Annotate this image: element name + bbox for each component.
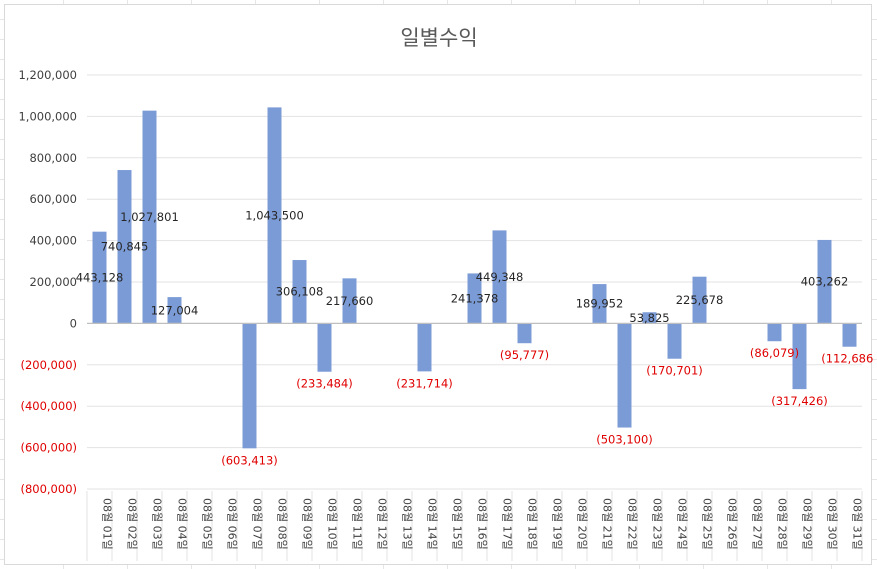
data-label: 403,262 <box>801 275 849 289</box>
bar <box>467 273 482 324</box>
x-tick-label: 08월 26일 <box>726 498 740 550</box>
chart-title: 일별수익 <box>400 26 477 50</box>
x-tick-label: 08월 31일 <box>851 498 865 550</box>
data-label: (603,413) <box>221 453 278 467</box>
x-tick-label: 08월 15일 <box>451 498 465 550</box>
bar <box>692 276 707 324</box>
x-tick-label: 08월 05일 <box>201 498 215 550</box>
bars <box>92 107 857 449</box>
data-label: 449,348 <box>476 270 524 284</box>
x-tick-label: 08월 10일 <box>326 498 340 550</box>
x-tick-label: 08월 02일 <box>126 498 140 550</box>
x-tick-label: 08월 18일 <box>526 498 540 550</box>
y-tick-label: 0 <box>70 316 77 330</box>
y-tick-label: (600,000) <box>20 441 77 455</box>
data-label: (95,777) <box>500 348 549 362</box>
bar-chart: 일별수익 1,200,000 1,000,000 800,000 600,000 400… <box>18 26 873 561</box>
x-tick-label: 08월 04일 <box>176 498 190 550</box>
x-tick-label: 08월 17일 <box>501 498 515 550</box>
x-tick-label: 08월 01일 <box>101 498 115 550</box>
data-label: 443,128 <box>76 271 124 285</box>
bar <box>92 231 107 324</box>
x-tick-label: 08월 24일 <box>676 498 690 550</box>
bar <box>292 260 307 324</box>
y-tick-label: 200,000 <box>29 275 77 289</box>
y-axis-labels: 1,200,000 1,000,000 800,000 600,000 400,000 2… <box>18 68 77 496</box>
bar <box>242 323 257 449</box>
bar <box>267 107 282 324</box>
bar <box>142 110 157 324</box>
bar <box>342 278 357 324</box>
x-tick-label: 08월 07일 <box>251 498 265 550</box>
data-label: (112,686) <box>821 352 873 366</box>
data-label: 241,378 <box>451 291 499 305</box>
bar <box>492 230 507 324</box>
bar <box>792 323 807 390</box>
data-label: (233,484) <box>296 377 353 391</box>
bar <box>517 323 532 344</box>
bar <box>117 170 132 324</box>
y-tick-label: (400,000) <box>20 399 77 413</box>
x-tick-label: 08월 06일 <box>226 498 240 550</box>
data-label: (231,714) <box>396 376 453 390</box>
data-labels: 443,128 740,845 1,027,801 127,004 (603,413) 1… <box>76 208 873 467</box>
data-label: 740,845 <box>101 240 149 254</box>
y-tick-label: 600,000 <box>29 192 77 206</box>
x-tick-label: 08월 11일 <box>351 498 365 550</box>
y-tick-label: 1,000,000 <box>18 109 77 123</box>
x-tick-label: 08월 27일 <box>751 498 765 550</box>
data-label: (170,701) <box>646 364 703 378</box>
data-label: 53,825 <box>629 311 669 325</box>
bar <box>842 323 857 347</box>
x-tick-label: 08월 09일 <box>301 498 315 550</box>
bar <box>767 323 782 342</box>
bar <box>817 239 832 324</box>
bar <box>317 323 332 372</box>
x-tick-label: 08월 03일 <box>151 498 165 550</box>
y-tick-label: 400,000 <box>29 234 77 248</box>
y-tick-label: (200,000) <box>20 358 77 372</box>
x-tick-label: 08월 28일 <box>776 498 790 550</box>
bar <box>667 323 682 359</box>
x-tick-label: 08월 22일 <box>626 498 640 550</box>
x-tick-label: 08월 19일 <box>551 498 565 550</box>
data-label: 1,043,500 <box>245 208 304 222</box>
bar <box>592 284 607 324</box>
x-tick-label: 08월 12일 <box>376 498 390 550</box>
y-tick-label: (800,000) <box>20 482 77 496</box>
bar <box>417 323 432 372</box>
data-label: 217,660 <box>326 294 374 308</box>
data-label: (503,100) <box>596 433 653 447</box>
x-tick-label: 08월 13일 <box>401 498 415 550</box>
bar <box>167 297 182 324</box>
x-tick-label: 08월 21일 <box>601 498 615 550</box>
x-tick-label: 08월 23일 <box>651 498 665 550</box>
data-label: 306,108 <box>276 285 324 299</box>
y-tick-label: 1,200,000 <box>18 68 77 82</box>
x-tick-label: 08월 29일 <box>801 498 815 550</box>
data-label: 189,952 <box>576 297 624 311</box>
x-tick-label: 08월 25일 <box>701 498 715 550</box>
data-label: (317,426) <box>771 394 828 408</box>
x-tick-label: 08월 08일 <box>276 498 290 550</box>
x-tick-label: 08월 14일 <box>426 498 440 550</box>
data-label: (86,079) <box>750 346 799 360</box>
chart-area[interactable]: 일별수익 1,200,000 1,000,000 800,000 600,000 400… <box>4 4 873 565</box>
bar <box>642 312 657 324</box>
data-label: 127,004 <box>151 303 199 317</box>
x-tick-label: 08월 20일 <box>576 498 590 550</box>
x-tick-label: 08월 30일 <box>826 498 840 550</box>
bar <box>617 323 632 428</box>
gridlines <box>86 74 863 561</box>
y-tick-label: 800,000 <box>29 151 77 165</box>
x-tick-label: 08월 16일 <box>476 498 490 550</box>
data-label: 225,678 <box>676 293 724 307</box>
data-label: 1,027,801 <box>120 210 179 224</box>
x-axis-labels: 08월 01일 08월 02일 08월 03일 08월 04일 08월 05일 08월 0… <box>101 498 865 550</box>
